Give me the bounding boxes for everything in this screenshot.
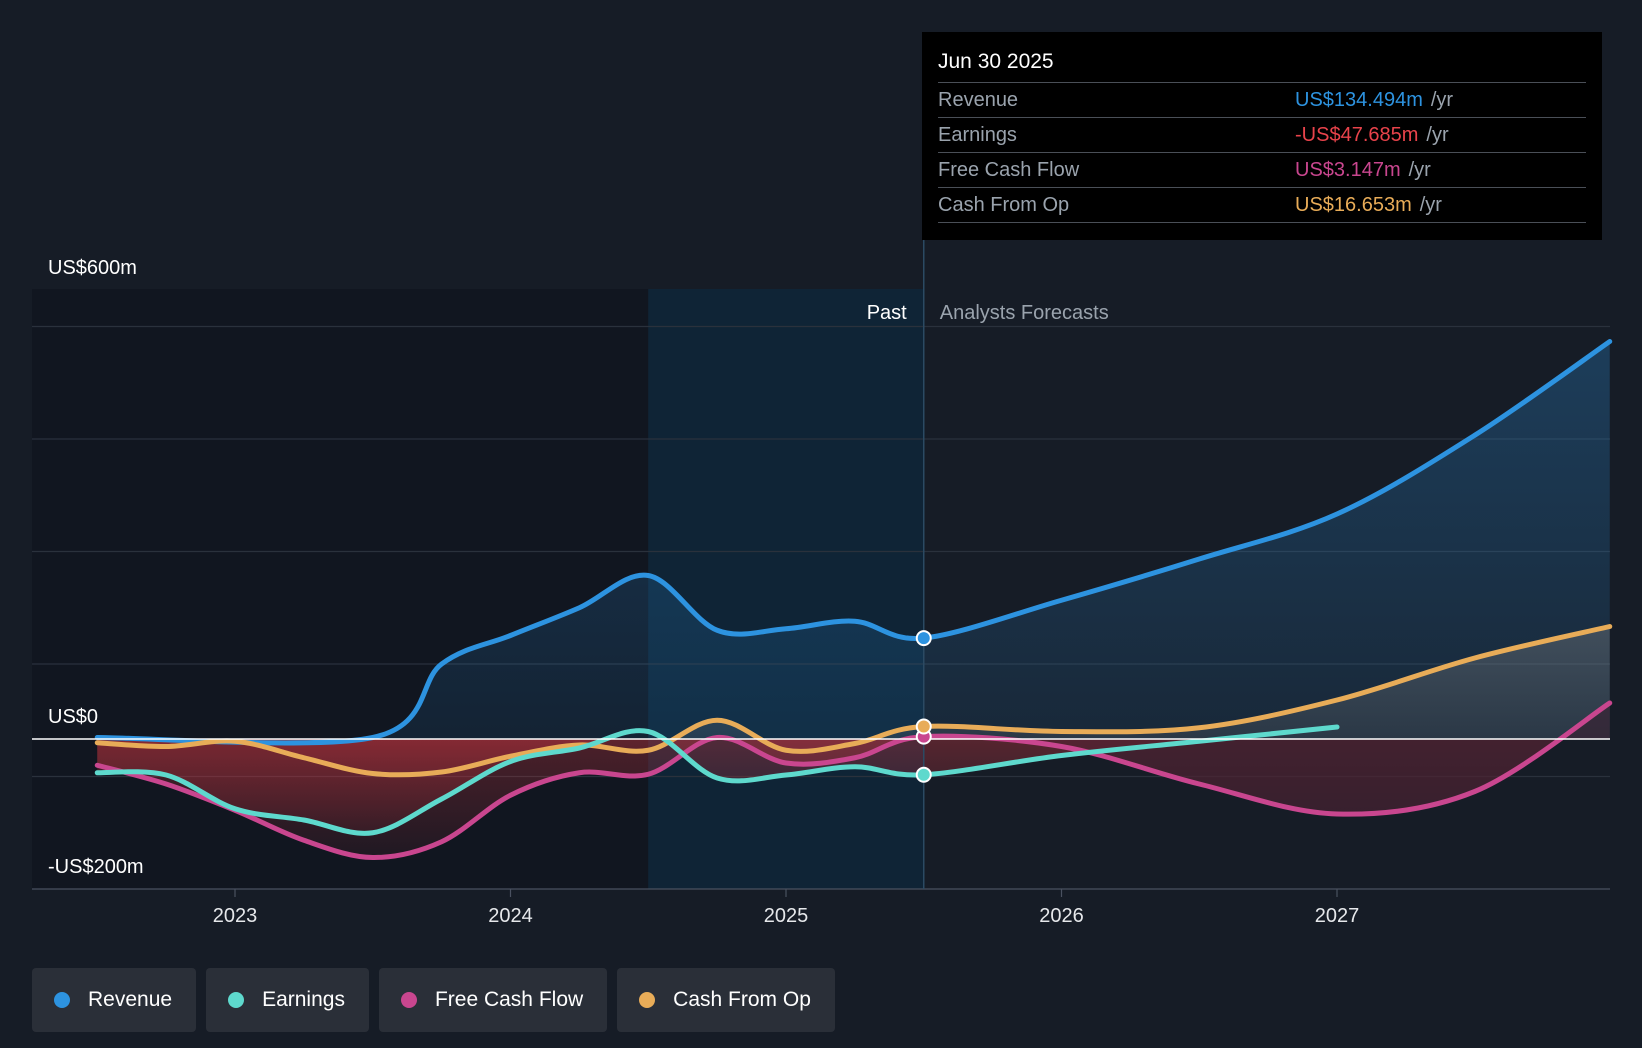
x-tick-label: 2027 [1315, 905, 1360, 927]
tooltip-row-label: Revenue [938, 89, 1019, 111]
x-tick-label: 2026 [1039, 905, 1084, 927]
legend-dot-icon [400, 992, 417, 1008]
x-axis-ticks: 2023 2024 2025 2026 2027 [213, 889, 1360, 927]
forecast-label: Analysts Forecasts [940, 302, 1109, 324]
cash-from-op-line [94, 624, 1613, 778]
legend-item-cash-from-op[interactable]: Cash From Op [617, 968, 835, 1032]
tooltip-row-value: -US$47.685m [1295, 124, 1419, 146]
cash-from-op-area [97, 626, 1610, 739]
past-label: Past [867, 302, 907, 324]
legend-item-revenue[interactable]: Revenue [32, 968, 197, 1032]
series-lines [94, 339, 1613, 861]
tooltip-row-value: US$16.653m [1295, 194, 1412, 216]
x-tick-label: 2025 [764, 905, 809, 927]
tooltip-row-earnings: Earnings -US$47.685m /yr [938, 118, 1586, 153]
tooltip-row-free-cash-flow: Free Cash Flow US$3.147m /yr [938, 153, 1586, 188]
legend-label: Free Cash Flow [434, 988, 584, 1011]
tooltip-row-cash-from-op: Cash From Op US$16.653m /yr [938, 188, 1586, 223]
tooltip-date: Jun 30 2025 [938, 46, 1586, 83]
legend-item-free-cash-flow[interactable]: Free Cash Flow [378, 968, 608, 1032]
revenue-line [94, 339, 1613, 746]
y-axis-top-label: US$600m [48, 257, 137, 279]
legend-item-earnings[interactable]: Earnings [206, 968, 369, 1032]
highlight-markers [915, 630, 932, 783]
tooltip-row-label: Free Cash Flow [938, 159, 1080, 181]
free-cash-flow-forecast-area [923, 703, 1610, 815]
tooltip-row-unit: /yr [1408, 159, 1431, 181]
tooltip-row-value: US$3.147m [1295, 159, 1401, 181]
tooltip-row-unit: /yr [1426, 124, 1449, 146]
tooltip-row-unit: /yr [1419, 194, 1442, 216]
tooltip-row-revenue: Revenue US$134.494m /yr [938, 83, 1586, 118]
highlight-region-background [648, 289, 924, 889]
legend-dot-icon [639, 992, 656, 1008]
legend-dot-icon [228, 992, 245, 1008]
series-fills [97, 341, 1610, 858]
earnings-marker [915, 766, 932, 783]
legend-label: Cash From Op [673, 988, 811, 1011]
legend-label: Earnings [262, 988, 345, 1011]
tooltip-row-unit: /yr [1430, 89, 1454, 111]
legend-label: Revenue [88, 988, 173, 1011]
tooltip: Jun 30 2025 Revenue US$134.494m /yr Earn… [922, 32, 1602, 240]
revenue-marker [915, 630, 932, 647]
legend-dot-icon [54, 992, 70, 1008]
revenue-area [97, 341, 1610, 743]
legend: Revenue Earnings Free Cash Flow Cash Fro… [32, 968, 835, 1032]
negative-area [97, 739, 1610, 775]
earnings-line [94, 724, 1340, 836]
tooltip-row-label: Cash From Op [938, 194, 1070, 216]
x-tick-label: 2023 [213, 905, 258, 927]
y-axis-zero-label: US$0 [48, 706, 98, 728]
x-tick-label: 2024 [488, 905, 533, 927]
free-cash-flow-line [94, 700, 1613, 861]
tooltip-row-value: US$134.494m [1295, 89, 1423, 111]
tooltip-row-label: Earnings [938, 124, 1017, 146]
cash-from-op-marker [915, 718, 932, 735]
y-axis-bottom-label: -US$200m [48, 856, 144, 878]
